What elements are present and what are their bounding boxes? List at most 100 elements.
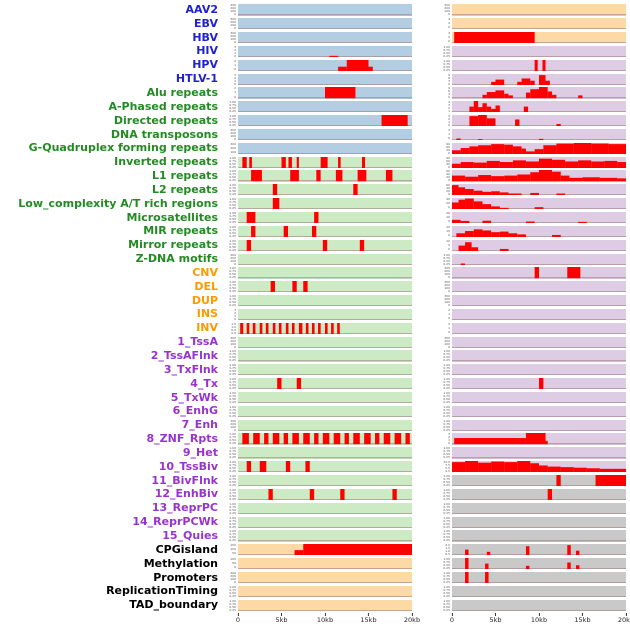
y-tick-label: 0.25 xyxy=(443,607,450,611)
track-label: EBV xyxy=(194,17,218,30)
x-axis-tick-label: 20kb xyxy=(617,616,630,625)
signal-plot-left xyxy=(238,360,412,362)
y-tick-label: 0 xyxy=(448,12,450,16)
track-panel-left xyxy=(238,45,412,58)
y-tick-label: 1 xyxy=(234,90,236,95)
y-tick-label: 0 xyxy=(448,289,450,293)
y-tick-label: 300 xyxy=(444,281,450,285)
y-tick-label: 1 xyxy=(448,132,450,137)
track-panel-left xyxy=(238,225,412,238)
y-tick-label: 0.75 xyxy=(229,269,236,274)
signal-plot-right xyxy=(452,540,626,542)
track-panel-right xyxy=(452,142,626,154)
y-tick-label: 0.75 xyxy=(443,366,450,371)
y-tick-label: 10 xyxy=(446,215,450,220)
y-tick-label: 0.25 xyxy=(443,510,450,514)
signal-plot-left xyxy=(238,596,412,597)
y-tick-label: 0 xyxy=(448,344,450,348)
track-panel-right xyxy=(452,73,626,85)
y-tick-label: 300 xyxy=(230,571,236,575)
y-axis-ticks-left: 1.000.750.500.250.00 xyxy=(222,170,238,181)
track-panel-left xyxy=(238,475,412,487)
y-tick-label: 1.00 xyxy=(229,502,236,506)
y-axis-ticks-left: 1.000.750.500.250.00 xyxy=(222,295,238,306)
y-tick-label: 0.75 xyxy=(443,407,450,412)
y-axis-ticks-right: 20 10 0 xyxy=(436,226,452,237)
y-tick-label: 5 xyxy=(448,242,450,247)
y-tick-label: 200 xyxy=(230,34,236,39)
y-tick-label: 0 xyxy=(234,94,236,99)
y-tick-label: 0 xyxy=(448,95,450,99)
y-tick-label: 0.75 xyxy=(229,117,236,122)
y-tick-label: 0.50 xyxy=(443,604,450,609)
y-tick-label: 1.00 xyxy=(229,239,236,243)
signal-plot-left xyxy=(238,111,412,113)
y-tick-label: 0.75 xyxy=(443,47,450,52)
y-tick-label: 0.75 xyxy=(443,61,450,66)
y-tick-label: 0 xyxy=(234,53,236,58)
signal-plot-left xyxy=(238,457,412,459)
track-panel-left xyxy=(238,87,412,99)
track-label: MIR repeats xyxy=(143,225,218,238)
y-tick-label: 100 xyxy=(444,9,450,14)
y-tick-label: 0.75 xyxy=(443,587,450,592)
y-axis-ticks-right: 1.000.750.500.250.00 xyxy=(436,530,452,541)
y-tick-label: 1.0 xyxy=(231,324,236,329)
y-axis-ticks-left: 1.000.750.500.250.00 xyxy=(222,184,238,195)
y-tick-label: 300 xyxy=(230,253,236,257)
track-panel-right xyxy=(452,433,626,445)
track-panel-right xyxy=(452,419,626,431)
y-axis-ticks-left: 300 200 100 0 xyxy=(222,420,238,431)
y-tick-label: 0.25 xyxy=(443,261,450,265)
track-panel-left xyxy=(238,364,412,376)
signal-plot-right xyxy=(452,374,626,376)
y-tick-label: 1.00 xyxy=(229,447,236,451)
y-tick-label: 1.00 xyxy=(443,378,450,382)
signal-plot-left xyxy=(238,582,412,584)
track-panel-right xyxy=(452,558,626,570)
y-tick-label: 100 xyxy=(444,341,450,346)
track-row: Z-DNA motifs 300 200 100 0 1.00 0.75 0.50 0.25… xyxy=(0,252,630,266)
y-tick-label: 2 xyxy=(448,308,450,312)
signal-plot-right xyxy=(452,346,626,348)
y-tick-label: 0.25 xyxy=(229,538,236,542)
y-tick-label: 200 xyxy=(230,20,236,25)
track-label: 1_TssA xyxy=(177,336,218,349)
y-tick-label: 50 xyxy=(232,561,236,566)
y-tick-label: 3 xyxy=(448,433,450,437)
y-tick-label: 0.25 xyxy=(229,455,236,459)
track-label: Promoters xyxy=(153,571,218,584)
signal-plot-right xyxy=(452,74,626,85)
y-tick-label: 0 xyxy=(234,579,236,584)
track-panel-left xyxy=(238,253,412,265)
track-panel-right xyxy=(452,170,626,182)
y-tick-label: 1.00 xyxy=(229,475,236,479)
y-tick-label: 1.00 xyxy=(229,488,236,492)
y-tick-label: 200 xyxy=(444,6,450,11)
track-row: 3_TxFlnk 1.000.750.500.250.00 1.000.750.… xyxy=(0,363,630,377)
signal-plot-right xyxy=(452,101,626,113)
y-tick-label: 200 xyxy=(444,283,450,288)
y-axis-ticks-left: 1.000.750.500.250.00 xyxy=(222,281,238,292)
signal-plot-right xyxy=(452,545,626,556)
y-tick-label: 0 xyxy=(234,344,236,348)
signal-plot-right xyxy=(452,291,626,293)
y-tick-label: 0.25 xyxy=(229,275,236,279)
y-tick-label: 0 xyxy=(448,246,450,251)
signal-plot-right xyxy=(452,513,626,514)
x-axis-tick-label: 5kb xyxy=(489,616,502,625)
y-tick-label: 300 xyxy=(444,4,450,8)
y-tick-label: 0.75 xyxy=(443,380,450,385)
y-tick-label: 100 xyxy=(444,286,450,291)
signal-plot-right xyxy=(452,138,626,141)
x-axis-tick: 10kb xyxy=(531,613,547,624)
x-axis-tick-label: 10kb xyxy=(316,616,334,625)
y-axis-ticks-right: 60 40 20 0 xyxy=(436,184,452,195)
x-axis-tick-mark xyxy=(281,613,282,617)
y-tick-label: 0.50 xyxy=(229,590,236,595)
